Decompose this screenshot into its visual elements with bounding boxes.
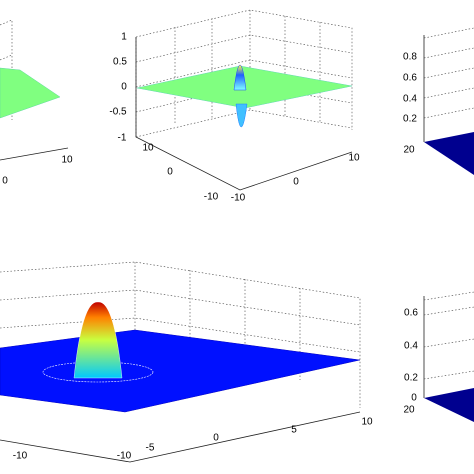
tick-label: -5 — [146, 443, 155, 454]
tick-label: 0 — [2, 176, 8, 187]
panel: 10 0 — [0, 19, 73, 187]
tick-label: 0.2 — [403, 114, 417, 125]
tick-label: -10 — [204, 192, 219, 203]
tick-label: 0 — [213, 433, 219, 444]
tick-label: 10 — [348, 153, 360, 164]
tick-label: 0.5 — [113, 57, 127, 68]
tick-label: 5 — [291, 425, 297, 436]
tick-label: -10 — [13, 451, 28, 462]
box-grid — [0, 261, 361, 408]
tick-label: 0.8 — [403, 52, 417, 63]
tick-label: 10 — [361, 417, 373, 428]
tick-label: 0 — [293, 177, 299, 188]
surface — [424, 132, 474, 175]
tick-label: 20 — [403, 145, 415, 156]
surface-peak — [233, 65, 247, 91]
panel: 10 5 0 -5 -10 -10 — [0, 261, 373, 463]
tick-label: 0.2 — [404, 373, 418, 384]
tick-label: 0.4 — [404, 341, 418, 352]
tick-label: 0.4 — [403, 94, 417, 105]
surface-peak — [73, 301, 123, 379]
axis-line — [0, 411, 361, 463]
surface — [424, 388, 474, 422]
tick-label: -1 — [118, 133, 127, 144]
axis-line — [135, 37, 353, 191]
tick-label: -0.5 — [109, 107, 127, 118]
surface — [0, 67, 61, 119]
tick-label: 0.6 — [404, 308, 418, 319]
panel: 0.8 0.6 0.4 0.2 20 — [403, 27, 474, 175]
panel: 0.6 0.4 0.2 0 20 — [403, 291, 474, 422]
panel: 1 0.5 0 -0.5 -1 10 0 -10 -10 0 10 — [109, 9, 360, 204]
tick-label: 0.6 — [403, 73, 417, 84]
box-grid — [423, 291, 474, 380]
tick-label: 10 — [142, 143, 154, 154]
tick-label: 10 — [61, 155, 73, 166]
axis-line — [0, 147, 69, 161]
tick-label: -10 — [231, 193, 246, 204]
surface — [0, 329, 361, 413]
tick-label: 0 — [411, 393, 417, 404]
tick-label: 1 — [121, 32, 127, 43]
tick-label: 0 — [121, 82, 127, 93]
surface-dip — [235, 103, 248, 127]
box-grid — [423, 27, 474, 119]
tick-label: -10 — [117, 451, 132, 462]
tick-label: 0 — [167, 167, 173, 178]
tick-label: 20 — [403, 405, 415, 416]
